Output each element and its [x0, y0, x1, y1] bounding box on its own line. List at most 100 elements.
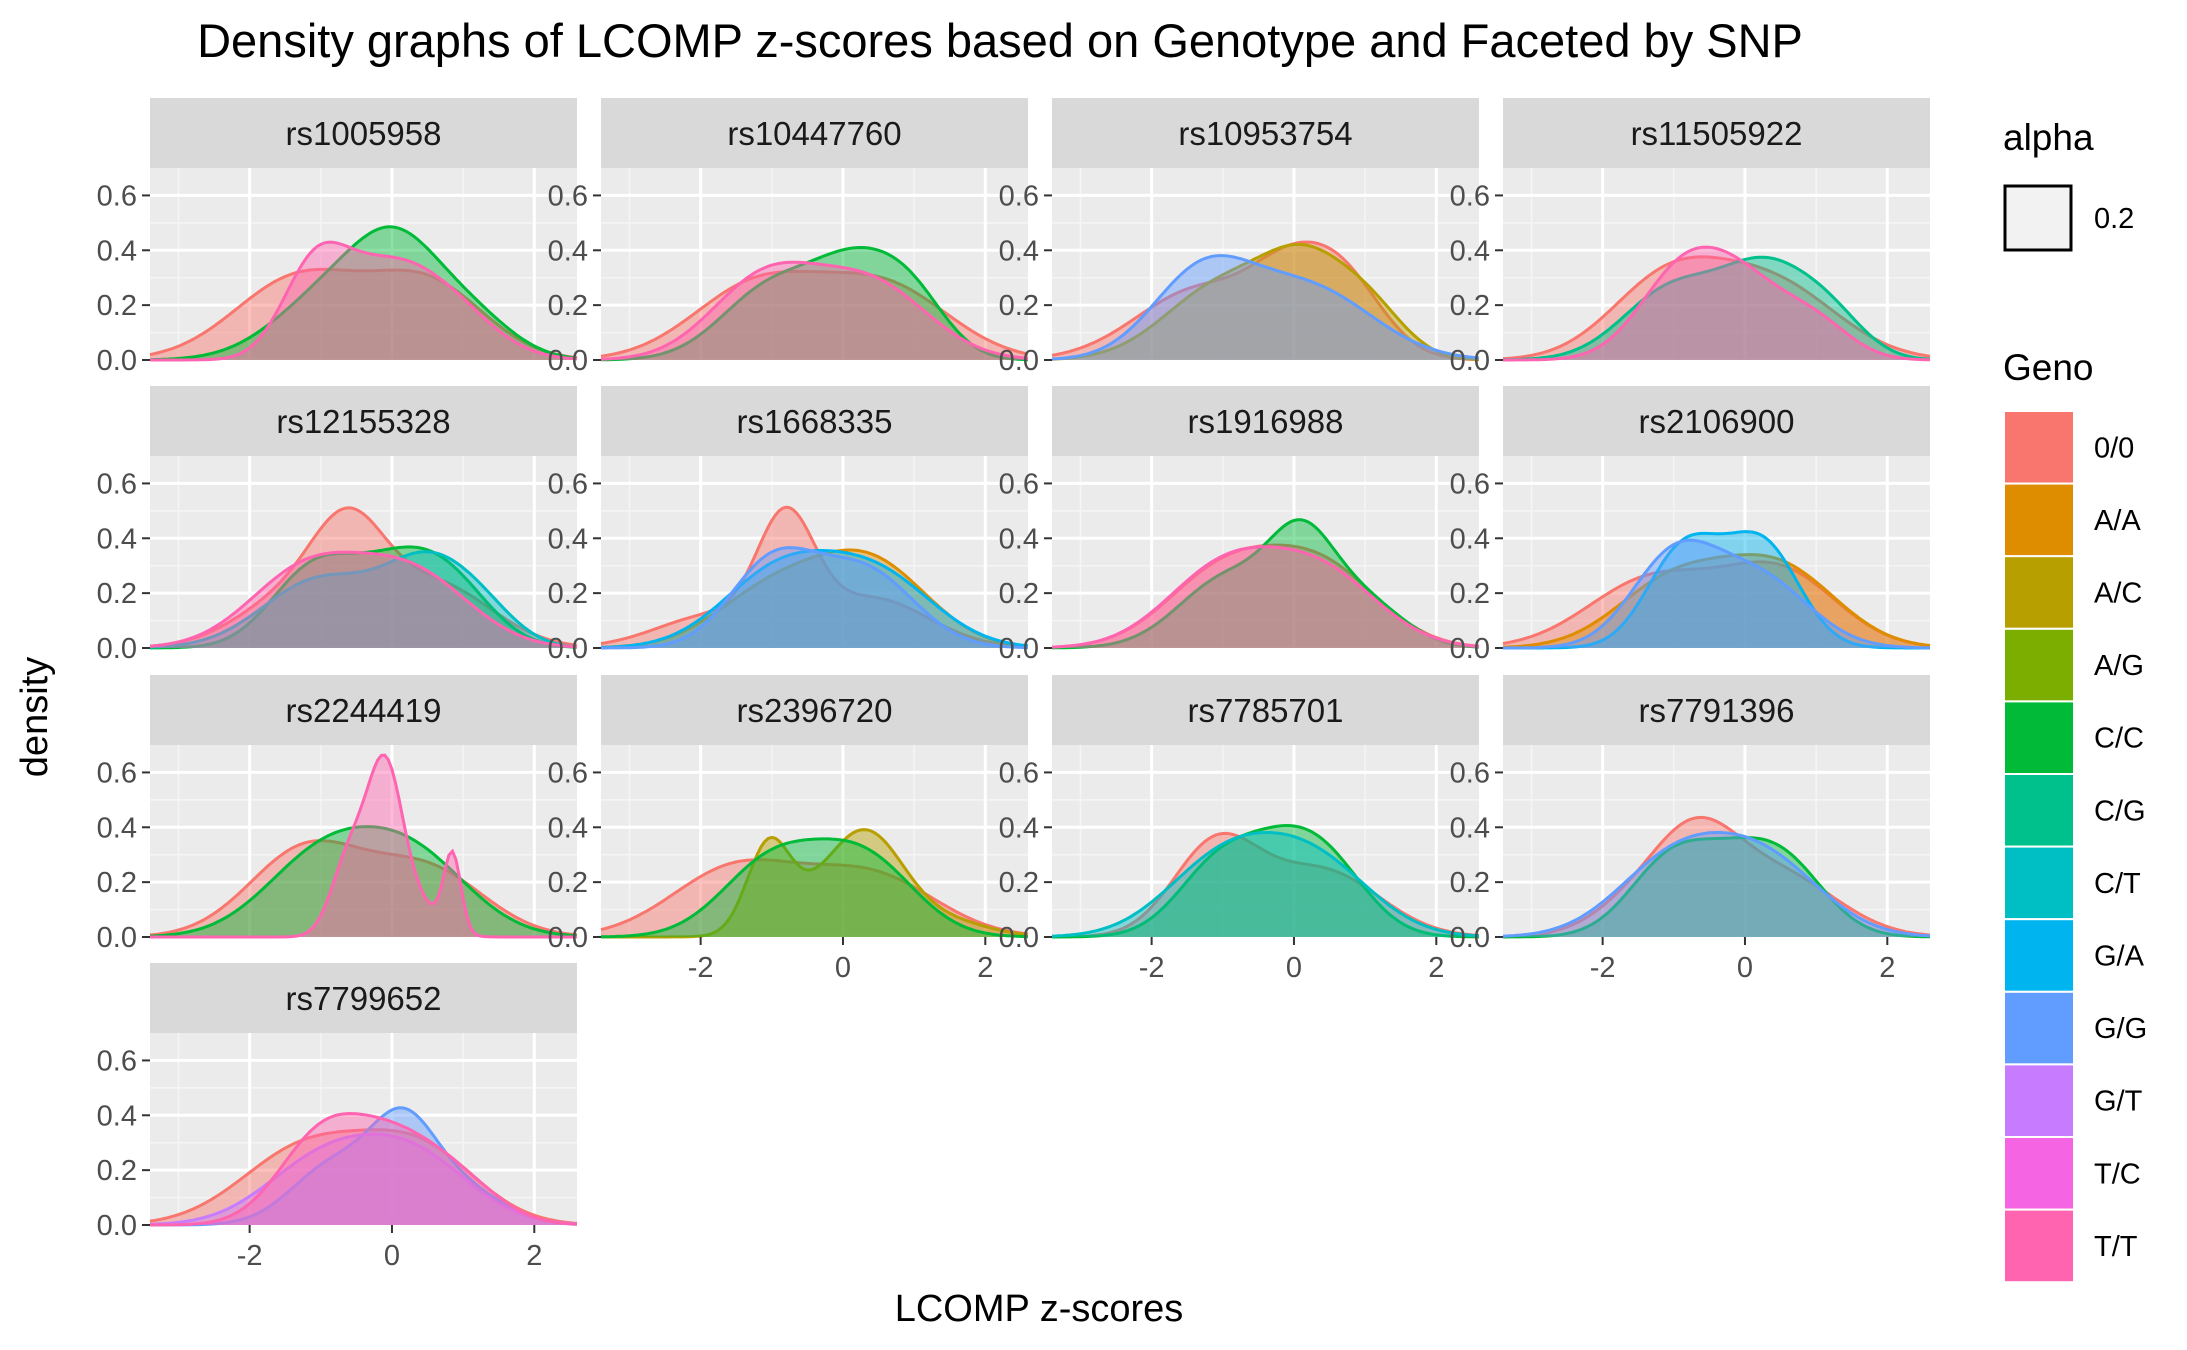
- legend-alpha-title: alpha: [2003, 117, 2094, 158]
- x-tick-label: 0: [384, 1240, 400, 1272]
- y-tick-label: 0.2: [548, 867, 588, 899]
- legend-item-0-0: 0/0: [2003, 410, 2134, 485]
- panel-background: [1052, 745, 1479, 937]
- y-tick-label: 0.0: [548, 345, 588, 377]
- density-line-C-G: [1502, 255, 1931, 362]
- y-tick-label: 0.6: [999, 468, 1039, 500]
- density-area-G-G: [601, 547, 1028, 648]
- y-tick-label: 0.6: [999, 180, 1039, 212]
- y-tick-label: 0.6: [548, 468, 588, 500]
- legend-swatch: [2003, 1136, 2075, 1211]
- density-line-0-0: [1052, 831, 1480, 939]
- legend-item-label: 0/0: [2094, 432, 2134, 464]
- y-tick-label: 0.4: [548, 523, 588, 555]
- facet-rs12155328: rs12155328 0.0 0.2 0.4 0.6: [97, 386, 578, 665]
- legend-item-label: G/G: [2094, 1013, 2147, 1045]
- y-tick-label: 0.4: [1450, 812, 1490, 844]
- density-area-C-T: [1052, 832, 1479, 937]
- facet-strip: [601, 386, 1028, 456]
- y-tick-label: 0.0: [999, 345, 1039, 377]
- facet-label: rs11505922: [1631, 115, 1803, 152]
- legend-geno-title: Geno: [2003, 347, 2094, 388]
- facet-label: rs2106900: [1639, 403, 1795, 440]
- y-tick-label: 0.0: [97, 1210, 137, 1242]
- facet-label: rs7785701: [1188, 692, 1344, 729]
- density-area-0-0: [1503, 817, 1930, 937]
- y-tick-label: 0.0: [548, 922, 588, 954]
- density-line-C-C: [600, 245, 1029, 362]
- density-line-T-T: [150, 240, 578, 362]
- y-tick-label: 0.6: [97, 180, 137, 212]
- y-tick-label: 0.6: [999, 757, 1039, 789]
- density-area-C-C: [601, 247, 1028, 360]
- facet-rs11505922: rs11505922 0.0 0.2 0.4 0.6: [1450, 98, 1931, 377]
- density-area-0-0: [1052, 242, 1479, 360]
- density-line-C-C: [1051, 518, 1480, 650]
- density-area-G-G: [1503, 832, 1930, 937]
- legend: alpha 0.2 Geno 0/0 A/A A/C A/G C/C C/G C/T G/A G/G G…: [2003, 117, 2147, 1284]
- y-tick-label: 0.4: [97, 523, 137, 555]
- facet-rs2106900: rs2106900 0.0 0.2 0.4 0.6: [1450, 386, 1931, 665]
- facet-strip: [1052, 98, 1479, 168]
- density-area-T-T: [150, 242, 577, 360]
- facet-strip: [1503, 98, 1930, 168]
- legend-item-label: A/G: [2094, 650, 2144, 682]
- legend-item-label: T/T: [2094, 1231, 2138, 1263]
- density-area-0-0: [601, 859, 1028, 937]
- panel-background: [601, 745, 1028, 937]
- legend-swatch: [2003, 700, 2075, 776]
- density-line-G-G: [601, 546, 1029, 650]
- facet-strip: [601, 675, 1028, 745]
- legend-swatch: [2003, 773, 2075, 848]
- facet-rs1916988: rs1916988 0.0 0.2 0.4 0.6: [999, 386, 1480, 665]
- legend-item-G-G: G/G: [2003, 990, 2147, 1066]
- density-line-T-T: [149, 550, 578, 649]
- density-line-0-0: [149, 267, 578, 360]
- density-line-C-C: [1052, 823, 1479, 939]
- legend-item-label: A/A: [2094, 505, 2141, 537]
- y-tick-label: 0.2: [97, 867, 137, 899]
- y-tick-label: 0.4: [999, 235, 1039, 267]
- density-area-T-T: [1503, 247, 1930, 360]
- y-tick-label: 0.4: [999, 523, 1039, 555]
- y-tick-label: 0.2: [999, 578, 1039, 610]
- density-area-C-C: [150, 826, 577, 937]
- density-line-G-G: [1502, 831, 1931, 938]
- legend-item-label: G/T: [2094, 1086, 2143, 1118]
- density-line-C-C: [149, 225, 578, 362]
- density-line-0-0: [1502, 255, 1931, 361]
- legend-item-C-G: C/G: [2003, 773, 2146, 848]
- facet-rs7785701: rs7785701 0.0 0.2 0.4 0.6 -2 0 2: [999, 675, 1480, 984]
- y-tick-label: 0.0: [97, 633, 137, 665]
- density-line-G-A: [1503, 530, 1930, 650]
- x-tick-label: 0: [1286, 952, 1302, 984]
- panel-background: [150, 745, 577, 937]
- density-area-T-T: [150, 552, 577, 648]
- y-tick-label: 0.0: [548, 633, 588, 665]
- density-line-T-T: [1051, 545, 1480, 649]
- legend-item-label: C/T: [2094, 868, 2141, 900]
- density-area-A-C: [601, 829, 1028, 937]
- x-tick-label: 2: [526, 1240, 542, 1272]
- y-tick-label: 0.4: [548, 235, 588, 267]
- legend-alpha-key: [2003, 184, 2073, 252]
- facet-rs7799652: rs7799652 0.0 0.2 0.4 0.6 -2 0 2: [97, 963, 578, 1272]
- density-line-0-0: [600, 505, 1029, 649]
- x-tick-label: 2: [1879, 952, 1895, 984]
- facet-strip: [601, 98, 1028, 168]
- y-tick-label: 0.6: [97, 757, 137, 789]
- facet-strip: [150, 675, 577, 745]
- legend-item-label: T/C: [2094, 1158, 2141, 1190]
- y-tick-label: 0.4: [97, 812, 137, 844]
- facet-label: rs12155328: [276, 403, 450, 440]
- facet-rs2396720: rs2396720 0.0 0.2 0.4 0.6 -2 0 2: [548, 675, 1029, 984]
- legend-item-A-C: A/C: [2003, 555, 2142, 630]
- y-tick-label: 0.6: [97, 468, 137, 500]
- density-area-G-T: [150, 1134, 577, 1225]
- density-area-G-G: [150, 1107, 577, 1225]
- facet-label: rs7791396: [1639, 692, 1795, 729]
- density-line-C-T: [1051, 831, 1480, 938]
- y-tick-label: 0.6: [1450, 468, 1490, 500]
- legend-item-label: C/C: [2094, 723, 2144, 755]
